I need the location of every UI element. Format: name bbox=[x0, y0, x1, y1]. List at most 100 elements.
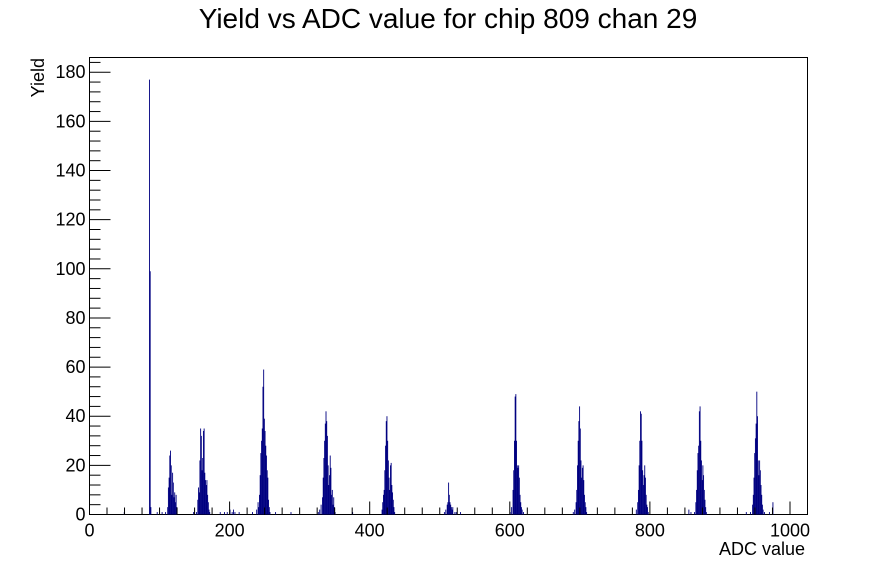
histogram-bar bbox=[169, 455, 171, 515]
histogram-bar bbox=[697, 453, 699, 515]
x-axis-title: ADC value bbox=[719, 539, 805, 559]
histogram-bar bbox=[585, 507, 587, 515]
histogram-bar bbox=[768, 512, 770, 515]
histogram-bar bbox=[207, 494, 209, 515]
histogram-bar bbox=[696, 489, 698, 515]
histogram-bar bbox=[268, 507, 270, 515]
y-axis-tick-labels: 0 20 40 60 80 100 120 140 160 180 bbox=[55, 62, 85, 524]
histogram-bar bbox=[446, 504, 448, 515]
histogram-bar bbox=[690, 512, 692, 515]
histogram-bar bbox=[460, 512, 461, 515]
histogram-bar bbox=[581, 467, 583, 515]
x-tick-label: 400 bbox=[355, 521, 385, 541]
histogram-bar bbox=[700, 440, 702, 515]
histogram-bar bbox=[516, 440, 517, 515]
histogram-bar bbox=[761, 494, 763, 515]
histogram-bar bbox=[762, 509, 764, 515]
histogram-bar bbox=[518, 477, 520, 515]
histogram-bar bbox=[324, 440, 326, 515]
histogram-bar bbox=[701, 460, 702, 515]
histogram-bar bbox=[575, 502, 577, 515]
histogram-bar bbox=[175, 494, 177, 515]
histogram-bar bbox=[219, 512, 221, 515]
histogram-bar bbox=[198, 487, 199, 515]
histogram-bar bbox=[392, 499, 394, 515]
histogram-bar bbox=[385, 421, 387, 515]
histogram-bar bbox=[452, 507, 454, 515]
histogram-bar bbox=[450, 507, 452, 515]
y-tick-label: 0 bbox=[75, 505, 85, 525]
histogram-bar bbox=[200, 428, 202, 515]
histogram-bar bbox=[231, 512, 233, 515]
x-tick-label: 200 bbox=[215, 521, 245, 541]
histogram-bar bbox=[578, 421, 580, 515]
histogram-bar bbox=[515, 394, 517, 515]
histogram-bar bbox=[223, 512, 225, 515]
histogram-bar bbox=[752, 504, 754, 515]
histogram-bar bbox=[637, 489, 639, 515]
histogram-bar bbox=[703, 475, 705, 515]
histogram-bar bbox=[644, 465, 646, 515]
histogram-bar bbox=[149, 79, 150, 515]
histogram-bar bbox=[647, 507, 648, 515]
histogram-bar bbox=[260, 453, 262, 515]
histogram-bar bbox=[586, 512, 588, 515]
histogram-bar bbox=[704, 499, 706, 515]
histogram-bar bbox=[263, 369, 265, 515]
histogram-bar bbox=[638, 465, 640, 515]
histogram-bar bbox=[257, 502, 259, 515]
histogram-bar bbox=[454, 512, 456, 515]
histogram-bar bbox=[703, 489, 705, 515]
histogram-bar bbox=[582, 465, 584, 515]
histogram-bar bbox=[329, 455, 331, 515]
histogram-bar bbox=[643, 475, 645, 515]
histogram-bar bbox=[392, 492, 394, 515]
histogram-bar bbox=[173, 497, 175, 515]
histogram-bar bbox=[258, 507, 260, 515]
histogram-bar bbox=[266, 470, 268, 515]
histogram-bar bbox=[394, 512, 396, 515]
histogram-bar bbox=[752, 494, 754, 515]
histogram-bar bbox=[514, 396, 516, 515]
x-axis-tick-labels: 0 200 400 600 800 1000 bbox=[84, 521, 810, 541]
histogram-bar bbox=[583, 480, 585, 515]
histogram-bar bbox=[580, 460, 582, 515]
histogram-bar bbox=[754, 438, 756, 515]
histogram-bar bbox=[317, 512, 319, 515]
histogram-bar bbox=[391, 485, 393, 515]
histogram-bar bbox=[269, 512, 271, 515]
histogram-bar bbox=[572, 512, 574, 515]
histogram-bar bbox=[259, 494, 260, 515]
histogram-bar bbox=[171, 494, 173, 515]
histogram-bar bbox=[167, 507, 169, 515]
histogram-bar bbox=[172, 482, 174, 515]
histogram-bar bbox=[234, 512, 236, 515]
histogram-bar bbox=[443, 512, 445, 515]
histogram-bar bbox=[695, 502, 697, 515]
histogram-bar bbox=[647, 512, 649, 515]
histogram-bar bbox=[389, 489, 391, 515]
histogram-bar bbox=[264, 430, 266, 515]
histogram-bar bbox=[390, 462, 392, 515]
histogram-bar bbox=[207, 502, 209, 515]
histogram-bar bbox=[761, 504, 763, 515]
histogram-bar bbox=[521, 507, 522, 515]
histogram-bar bbox=[266, 455, 267, 515]
histogram-bar bbox=[290, 512, 292, 515]
histogram-bar bbox=[170, 465, 172, 515]
y-tick-label: 160 bbox=[55, 111, 85, 131]
histogram-bar bbox=[759, 460, 761, 515]
histogram-bar bbox=[195, 512, 197, 515]
histogram-bar bbox=[320, 504, 322, 515]
histogram-bar bbox=[635, 509, 637, 515]
histogram-bar bbox=[383, 489, 385, 515]
histogram-bar bbox=[330, 467, 332, 515]
histogram-bar bbox=[764, 512, 765, 515]
histogram-bar bbox=[584, 502, 586, 515]
histogram-bar bbox=[385, 445, 387, 515]
y-tick-label: 100 bbox=[55, 259, 85, 279]
y-tick-label: 120 bbox=[55, 210, 85, 230]
histogram-bar bbox=[758, 475, 760, 515]
histogram-bar bbox=[688, 509, 690, 515]
histogram-bar bbox=[447, 502, 449, 515]
